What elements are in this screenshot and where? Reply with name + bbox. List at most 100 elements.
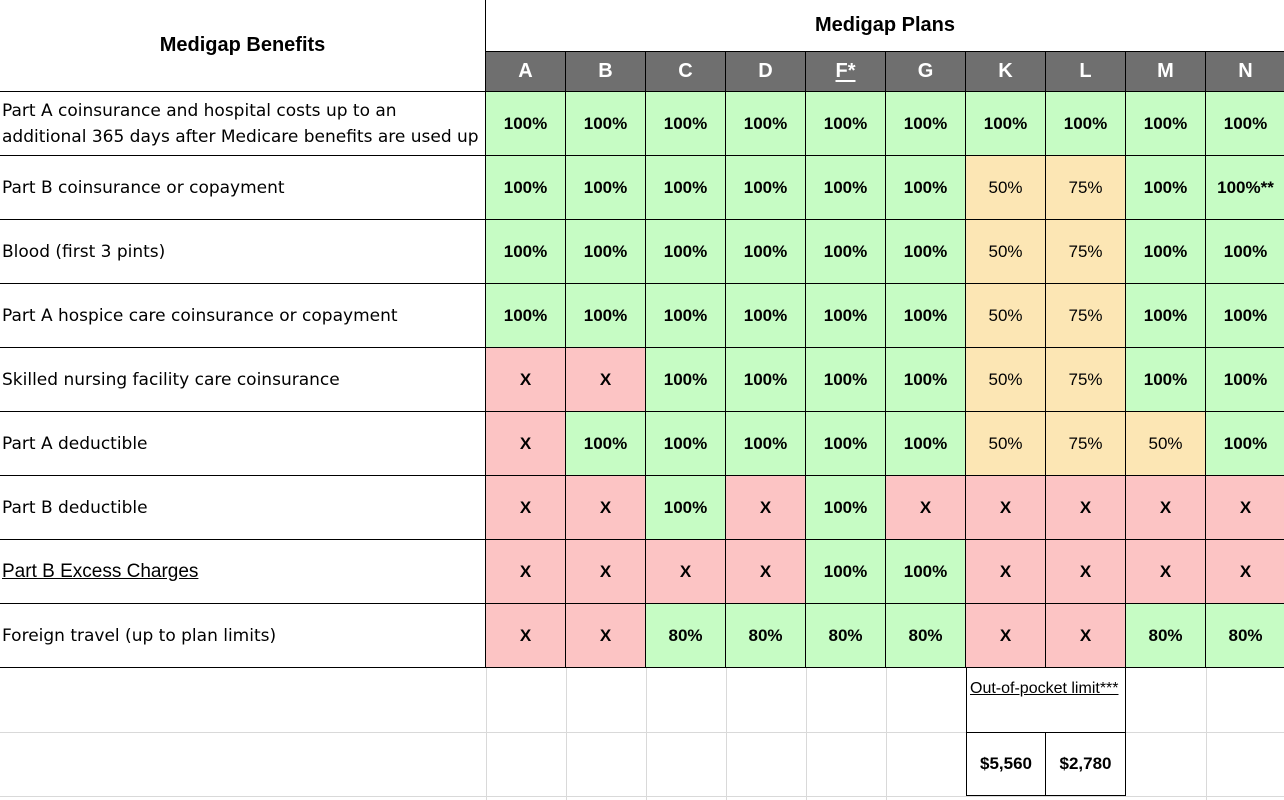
benefit-label: Part A hospice care coinsurance or copay… [0,284,486,348]
benefit-label: Part A deductible [0,412,486,476]
coverage-cell: 75% [1046,220,1126,284]
coverage-cell: X [1046,476,1126,540]
coverage-cell: 50% [966,348,1046,412]
plan-header-a: A [486,52,566,92]
coverage-cell: X [726,476,806,540]
coverage-cell: 100% [1126,92,1206,156]
benefit-label: Foreign travel (up to plan limits) [0,604,486,668]
coverage-cell: 100% [1126,156,1206,220]
coverage-cell: 100% [886,540,966,604]
coverage-cell: X [966,604,1046,668]
coverage-cell: 80% [726,604,806,668]
coverage-cell: 100% [726,348,806,412]
plan-l-out-of-pocket-value: $2,780 [1046,732,1126,796]
coverage-cell: 75% [1046,412,1126,476]
coverage-cell: X [486,476,566,540]
benefit-label: Part B coinsurance or copayment [0,156,486,220]
plan-header-f[interactable]: F* [806,52,886,92]
coverage-cell: 100% [886,220,966,284]
benefit-label: Part B deductible [0,476,486,540]
coverage-cell: 100% [1206,412,1284,476]
coverage-cell: 100% [646,412,726,476]
coverage-cell: 100% [806,476,886,540]
coverage-cell: 75% [1046,348,1126,412]
plan-header-m: M [1126,52,1206,92]
plan-header-k: K [966,52,1046,92]
coverage-cell: 80% [646,604,726,668]
coverage-cell: 100% [1206,348,1284,412]
coverage-cell: 100% [1126,220,1206,284]
coverage-cell: 100% [966,92,1046,156]
coverage-cell: 100% [486,220,566,284]
plan-header-c: C [646,52,726,92]
coverage-cell: 100% [1126,348,1206,412]
coverage-cell: 100% [566,412,646,476]
benefit-label: Part A coinsurance and hospital costs up… [0,92,486,156]
benefit-label: Skilled nursing facility care coinsuranc… [0,348,486,412]
coverage-cell: 80% [1206,604,1284,668]
coverage-cell: 50% [1126,412,1206,476]
coverage-cell: 100% [646,220,726,284]
coverage-cell: X [1126,476,1206,540]
coverage-cell: 100% [486,284,566,348]
coverage-cell: X [1206,540,1284,604]
coverage-cell: X [566,348,646,412]
plans-title: Medigap Plans [486,0,1284,52]
coverage-cell: 100% [566,156,646,220]
coverage-cell: X [486,540,566,604]
coverage-cell: 75% [1046,156,1126,220]
coverage-cell: 50% [966,412,1046,476]
coverage-cell: 100% [886,412,966,476]
coverage-cell: X [566,476,646,540]
coverage-cell: 100% [726,92,806,156]
benefit-label[interactable]: Part B Excess Charges [0,540,486,604]
plan-header-g: G [886,52,966,92]
coverage-cell: 100% [806,92,886,156]
coverage-cell: 100% [726,156,806,220]
coverage-cell: 100% [566,92,646,156]
coverage-cell: 100%** [1206,156,1284,220]
coverage-cell: 100% [646,284,726,348]
coverage-cell: X [886,476,966,540]
benefits-column-title: Medigap Benefits [0,0,486,92]
coverage-cell: 100% [1206,220,1284,284]
coverage-cell: 100% [806,284,886,348]
plan-header-n: N [1206,52,1284,92]
coverage-cell: 100% [886,92,966,156]
coverage-cell: 100% [726,220,806,284]
plan-header-l: L [1046,52,1126,92]
coverage-cell: X [1046,604,1126,668]
coverage-cell: 75% [1046,284,1126,348]
coverage-cell: 80% [886,604,966,668]
coverage-cell: 50% [966,284,1046,348]
coverage-cell: 100% [486,156,566,220]
coverage-cell: 80% [806,604,886,668]
coverage-cell: 100% [886,284,966,348]
coverage-cell: 100% [1206,92,1284,156]
coverage-cell: 100% [646,348,726,412]
benefit-label: Blood (first 3 pints) [0,220,486,284]
coverage-cell: X [486,348,566,412]
coverage-cell: X [646,540,726,604]
coverage-cell: 100% [1126,284,1206,348]
coverage-cell: 100% [886,156,966,220]
coverage-cell: 100% [726,412,806,476]
coverage-cell: 100% [726,284,806,348]
plan-header-b: B [566,52,646,92]
out-of-pocket-limit-link[interactable]: Out-of-pocket limit*** [966,668,1126,732]
coverage-cell: X [966,476,1046,540]
coverage-cell: X [566,540,646,604]
coverage-cell: 100% [886,348,966,412]
coverage-cell: X [1126,540,1206,604]
plan-k-out-of-pocket-value: $5,560 [966,732,1046,796]
coverage-cell: 100% [646,92,726,156]
coverage-cell: 80% [1126,604,1206,668]
coverage-cell: 100% [646,476,726,540]
coverage-cell: X [966,540,1046,604]
coverage-cell: X [486,412,566,476]
coverage-cell: 100% [806,540,886,604]
plan-header-d: D [726,52,806,92]
coverage-cell: 100% [1046,92,1126,156]
coverage-cell: 50% [966,156,1046,220]
coverage-cell: X [726,540,806,604]
